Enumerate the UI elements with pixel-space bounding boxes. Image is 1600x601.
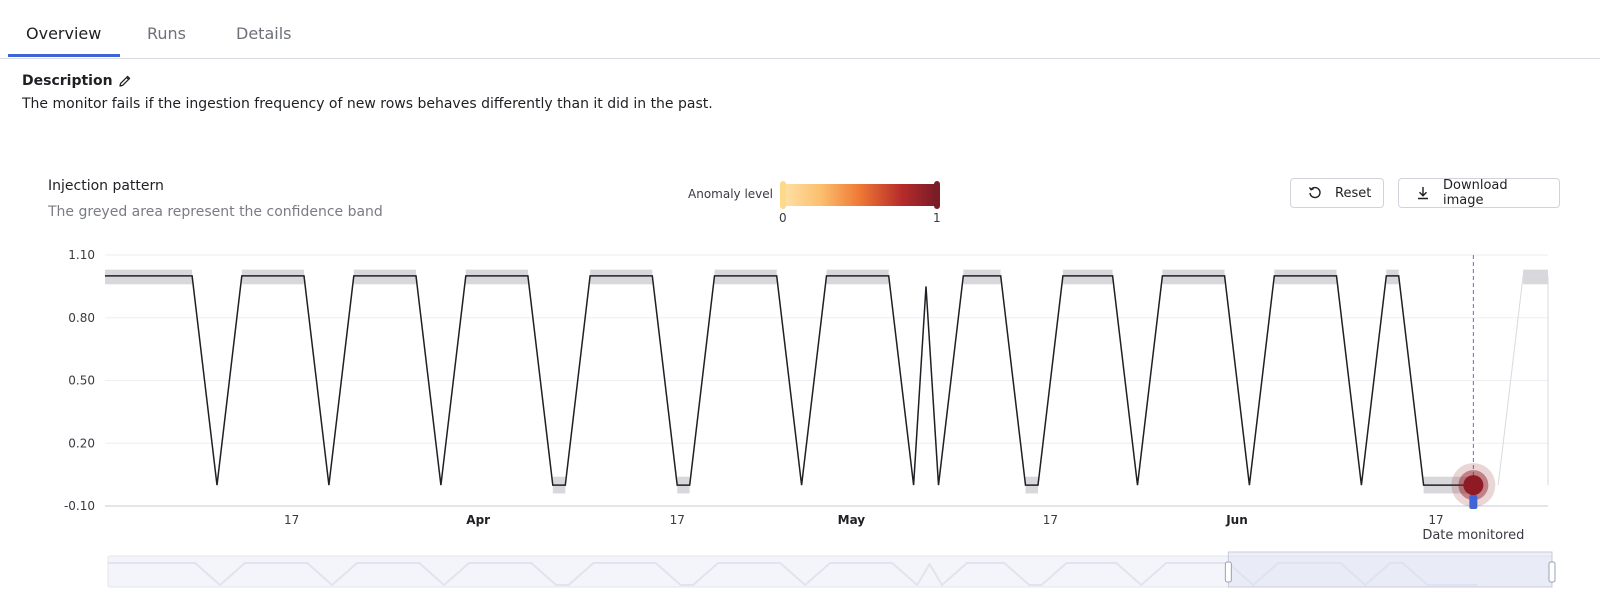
chart-title: Injection pattern	[48, 178, 164, 194]
x-tick-label: 17	[670, 513, 685, 527]
confidence-band	[1386, 269, 1399, 285]
x-tick-label: 17	[284, 513, 299, 527]
download-icon	[1418, 187, 1428, 200]
y-tick-label: -0.10	[64, 499, 95, 513]
reset-button[interactable]: Reset	[1290, 178, 1384, 208]
forecast-band	[1523, 269, 1548, 285]
y-tick-label: 0.50	[68, 374, 95, 388]
y-tick-label: 0.20	[68, 436, 95, 450]
pencil-icon[interactable]	[117, 73, 133, 89]
anomaly-min-label: 0	[779, 211, 787, 225]
confidence-band	[963, 269, 1001, 285]
confidence-band	[1062, 269, 1113, 285]
navigator-right-handle	[1548, 561, 1556, 583]
description-title: Description	[22, 73, 113, 89]
confidence-band	[353, 269, 416, 285]
navigator-selected-window	[1227, 551, 1553, 588]
confidence-band	[1162, 269, 1225, 285]
series-line	[105, 275, 1474, 486]
confidence-band	[590, 269, 653, 285]
confidence-band	[105, 269, 193, 285]
x-tick-label: May	[838, 513, 866, 527]
y-tick-label: 1.10	[68, 248, 95, 262]
anomaly-max-handle[interactable]	[934, 181, 940, 209]
x-tick-label: 17	[1428, 513, 1443, 527]
x-tick-label: 17	[1043, 513, 1058, 527]
tab-overview[interactable]: Overview	[26, 24, 102, 43]
chart-subtitle: The greyed area represent the confidence…	[48, 204, 383, 220]
tab-details[interactable]: Details	[236, 24, 292, 43]
description-text: The monitor fails if the ingestion frequ…	[22, 96, 713, 112]
tab-runs[interactable]: Runs	[147, 24, 187, 43]
anomaly-max-label: 1	[933, 211, 941, 225]
confidence-band	[241, 269, 305, 285]
rotate-ccw-icon	[1308, 186, 1321, 199]
anomaly-point	[1463, 475, 1484, 496]
confidence-band	[714, 269, 777, 285]
y-tick-label: 0.80	[68, 311, 95, 325]
reset-label: Reset	[1335, 185, 1372, 201]
download-image-button[interactable]: Download image	[1398, 178, 1560, 208]
anomaly-legend-label: Anomaly level	[688, 187, 773, 201]
confidence-band	[826, 269, 889, 285]
confidence-band	[465, 269, 528, 285]
monitored-date-handle	[1469, 495, 1478, 509]
forecast-line	[1497, 275, 1549, 486]
download-label: Download image	[1443, 178, 1508, 208]
anomaly-min-handle[interactable]	[780, 181, 786, 209]
date-monitored-label: Date monitored	[1422, 528, 1524, 543]
tab-bar: Overview Runs Details	[0, 0, 1600, 59]
confidence-band	[1274, 269, 1337, 285]
navigator-left-handle	[1224, 561, 1232, 583]
anomaly-color-scale	[782, 184, 936, 206]
x-tick-label: Apr	[466, 513, 490, 527]
x-tick-label: Jun	[1225, 513, 1248, 527]
active-tab-indicator	[8, 54, 120, 57]
